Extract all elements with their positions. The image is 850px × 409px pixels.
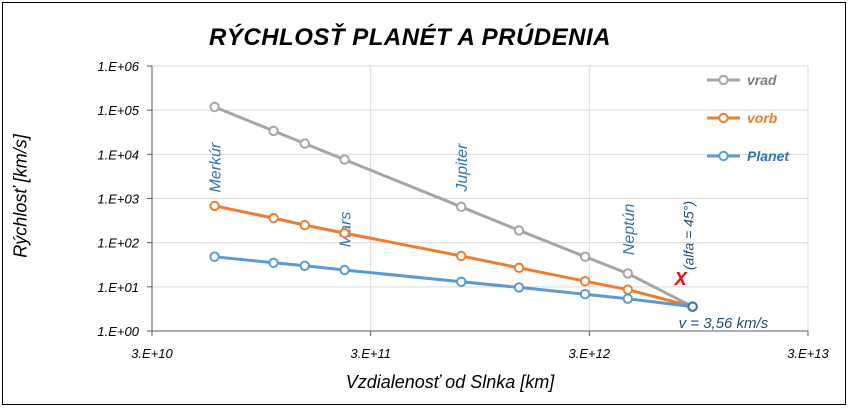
legend-label-planet: Planet (747, 148, 790, 164)
convergence-point (687, 301, 698, 312)
data-point-vrad (209, 101, 220, 113)
data-point-vorb (622, 284, 633, 295)
data-point-vorb (456, 250, 467, 262)
x-marker: X (674, 269, 688, 289)
data-point-vrad (456, 201, 467, 213)
y-tick-label: 1.E+05 (97, 103, 139, 118)
alfa-annotation: (alfa = 45°) (681, 201, 697, 270)
data-point-vrad (513, 225, 525, 236)
legend-label-vorb: vorb (747, 110, 778, 126)
data-point-vrad (579, 251, 591, 262)
data-point-vorb (268, 212, 279, 224)
data-point-planet (339, 264, 350, 276)
data-point-planet (299, 260, 310, 271)
data-point-vorb (579, 276, 591, 287)
y-tick-label: 1.E+06 (97, 59, 139, 74)
data-point-planet (268, 257, 279, 268)
x-tick-label: 3.E+12 (569, 346, 611, 361)
data-point-planet (622, 293, 633, 304)
data-point-vrad (622, 268, 633, 279)
data-point-vorb (209, 200, 220, 212)
data-point-planet (456, 276, 467, 287)
data-point-vorb (513, 262, 525, 273)
planet-label: Merkúr (208, 142, 225, 192)
y-tick-label: 1.E+02 (97, 236, 139, 251)
data-point-vrad (268, 125, 279, 137)
x-tick-label: 3.E+11 (350, 346, 391, 361)
data-point-vorb (339, 227, 350, 239)
chart-title: RÝCHLOSŤ PLANÉT A PRÚDENIA (209, 24, 611, 51)
legend-marker-vrad (718, 74, 729, 86)
data-point-vrad (299, 138, 310, 149)
x-axis-label: Vzdialenosť od Slnka [km] (345, 372, 555, 392)
data-point-planet (513, 282, 525, 293)
y-tick-label: 1.E+01 (97, 280, 139, 295)
planet-label: Neptún (621, 203, 638, 255)
legend-marker-planet (718, 150, 729, 162)
data-point-vorb (299, 219, 310, 231)
data-point-planet (579, 289, 591, 300)
legend-label-vrad: vrad (747, 72, 777, 88)
data-point-vrad (339, 154, 350, 165)
x-tick-label: 3.E+10 (131, 346, 173, 361)
x-tick-label: 3.E+13 (787, 346, 829, 361)
velocity-annotation: v = 3,56 km/s (679, 315, 769, 332)
planet-label: Jupiter (454, 143, 471, 193)
y-tick-label: 1.E+00 (97, 324, 139, 339)
chart-frame (2, 2, 846, 405)
y-tick-label: 1.E+04 (97, 147, 139, 162)
y-tick-label: 1.E+03 (97, 192, 139, 207)
legend-marker-vorb (718, 112, 729, 124)
series-line-planet (214, 255, 693, 309)
data-point-planet (209, 251, 220, 262)
